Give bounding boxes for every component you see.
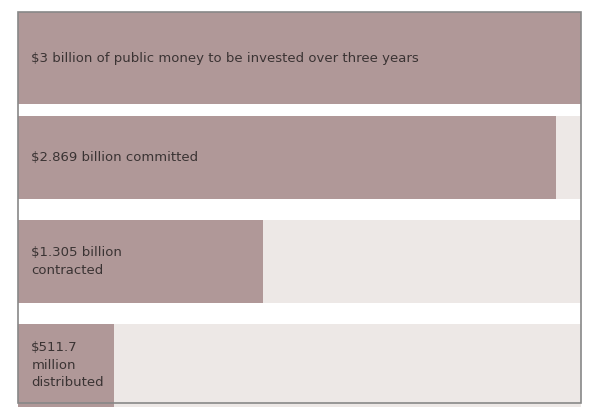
Text: $2.869 billion committed: $2.869 billion committed xyxy=(31,151,198,164)
Bar xyxy=(18,12,581,104)
Bar xyxy=(18,116,581,199)
Bar xyxy=(18,324,114,407)
Bar xyxy=(18,324,581,407)
Bar xyxy=(18,220,263,303)
Text: $3 billion of public money to be invested over three years: $3 billion of public money to be investe… xyxy=(31,51,419,65)
Text: $1.305 billion
contracted: $1.305 billion contracted xyxy=(31,246,122,277)
Bar xyxy=(18,220,581,303)
Text: $511.7
million
distributed: $511.7 million distributed xyxy=(31,341,104,389)
Bar xyxy=(18,12,581,104)
Bar xyxy=(18,116,556,199)
